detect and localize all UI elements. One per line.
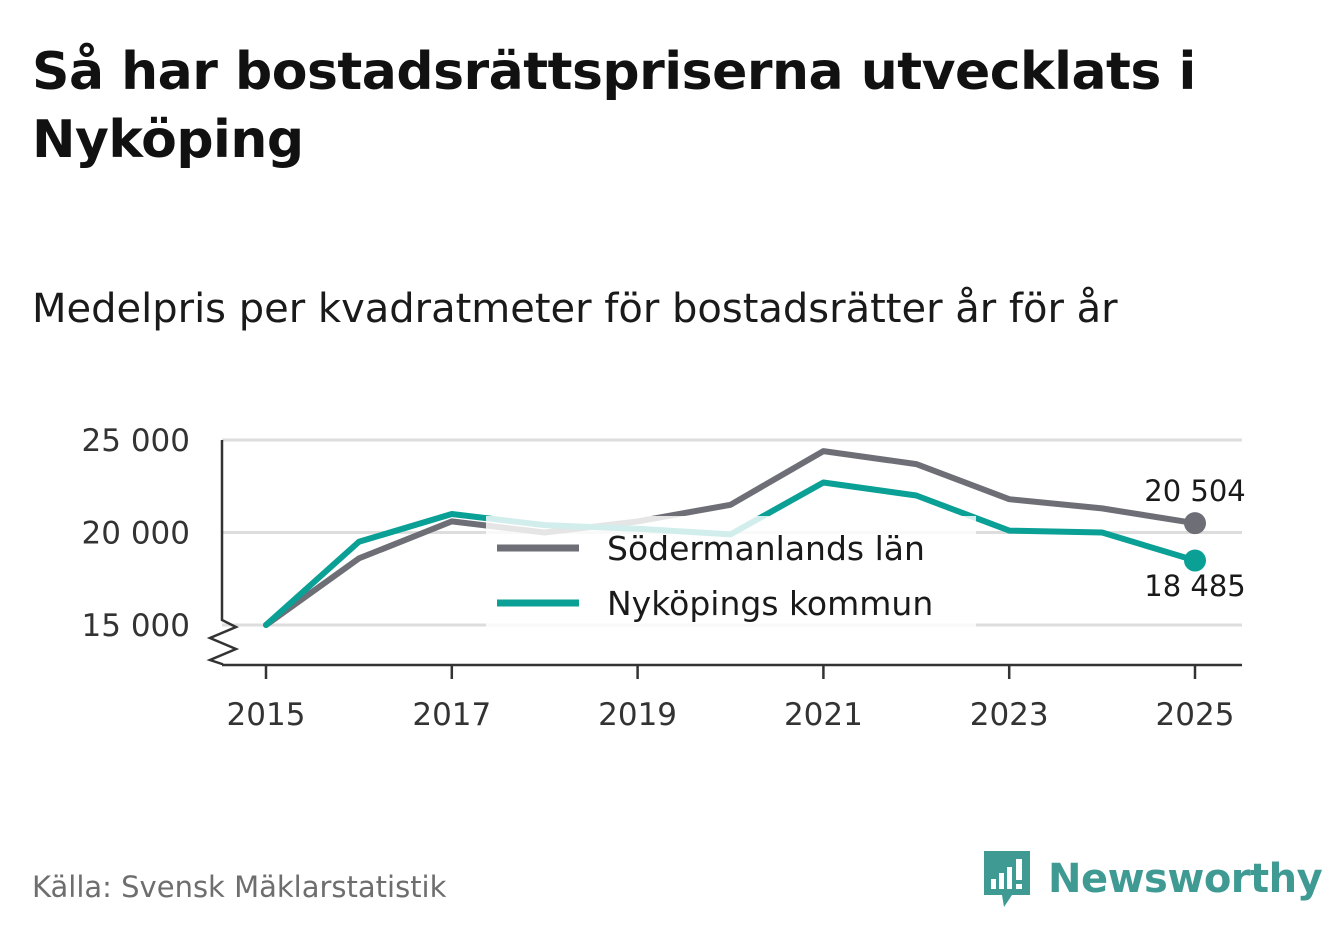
chart-title: Så har bostadsrättspriserna utvecklats i… [32,42,1196,170]
x-tick-label: 2025 [1156,697,1235,733]
y-tick-label: 20 000 [82,516,190,552]
newsworthy-logo-icon [984,851,1030,907]
x-tick-label: 2017 [412,697,491,733]
y-tick-label: 15 000 [82,608,190,644]
series-line-sodermanlands-lan [263,448,1198,628]
chart-subtitle: Medelpris per kvadratmeter för bostadsrä… [32,286,1118,332]
legend-background [486,516,976,628]
legend-label: Nyköpings kommun [607,584,933,623]
end-value-label: 20 504 [1144,474,1245,508]
x-tick-label: 2021 [784,697,863,733]
x-tick-label: 2015 [227,697,306,733]
x-tick-label: 2019 [598,697,677,733]
brand-name: Newsworthy [1048,856,1322,902]
end-value-label: 18 485 [1144,569,1245,603]
brand-logo: Newsworthy [982,849,1322,909]
y-axis-break [206,440,240,666]
end-point-sodermanlands-lan [1184,512,1206,535]
y-tick-label: 25 000 [82,423,190,459]
source-note: Källa: Svensk Mäklarstatistik [32,870,447,904]
x-tick-label: 2023 [970,697,1049,733]
legend-label: Södermanlands län [607,529,925,568]
end-point-nykopings-kommun [1184,549,1206,572]
